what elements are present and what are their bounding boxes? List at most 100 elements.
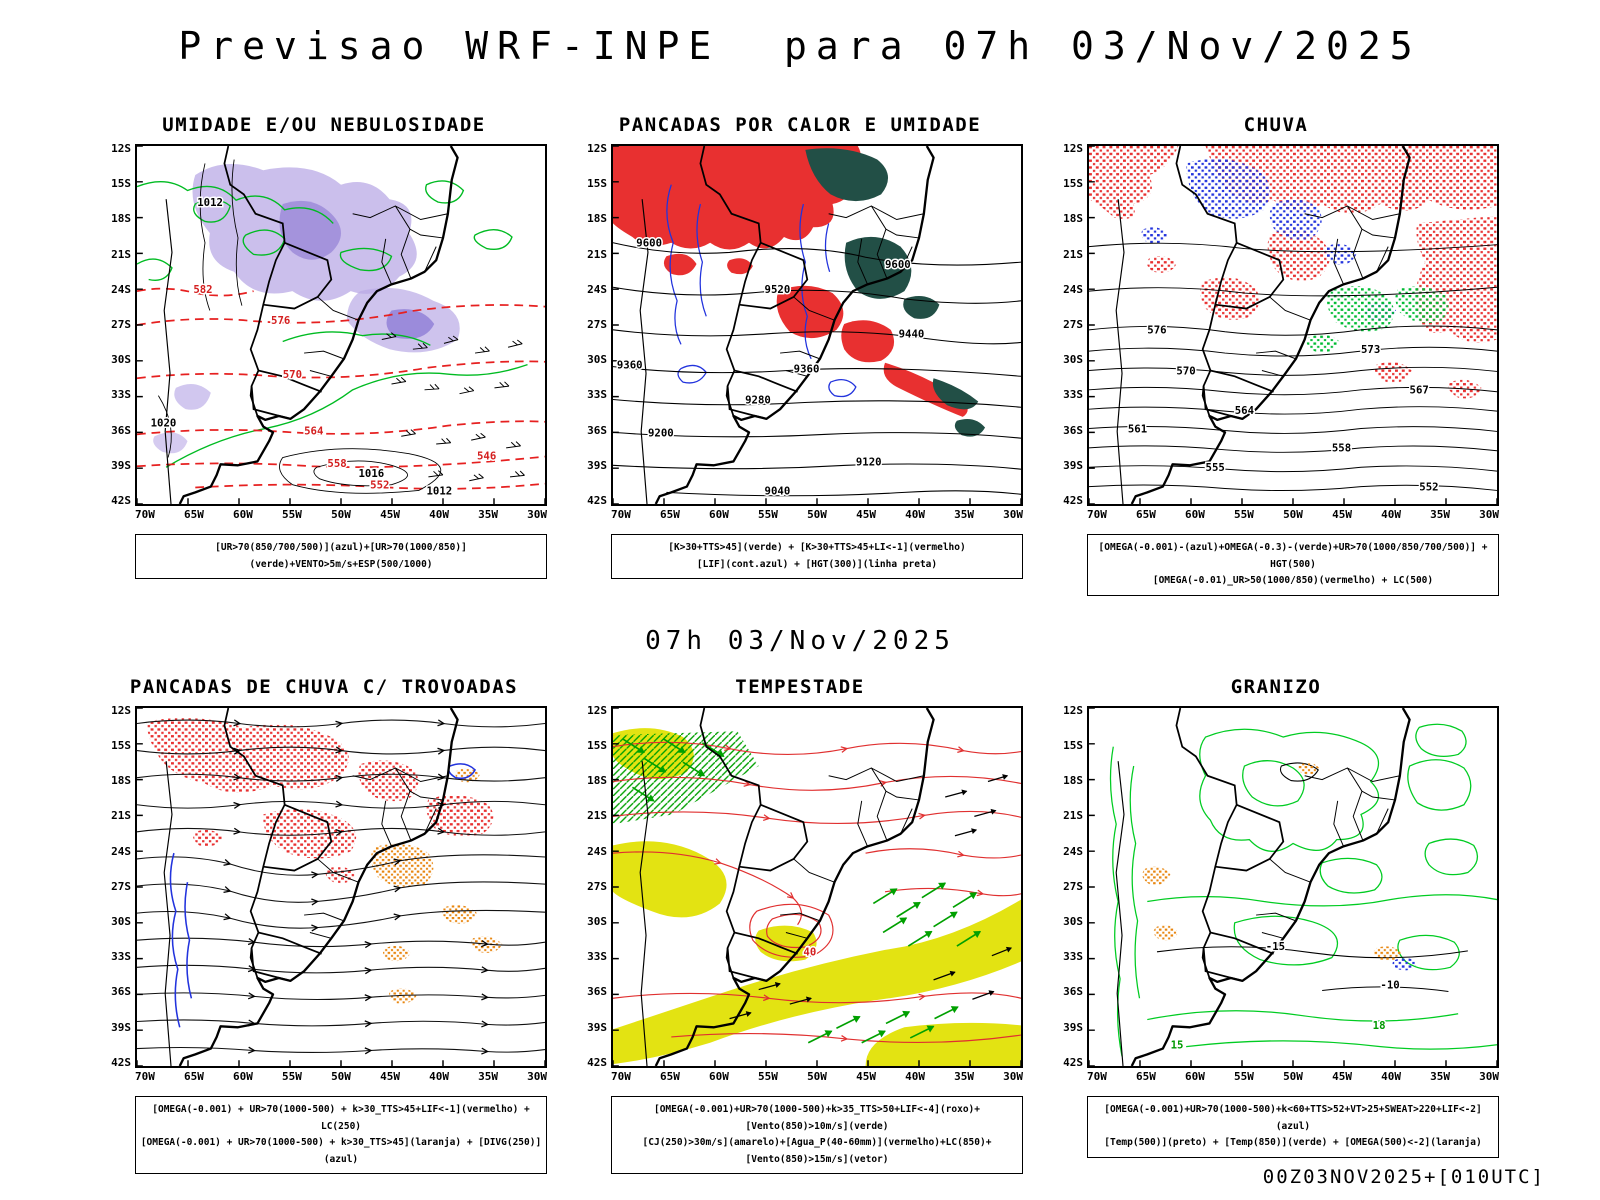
lat-tick-label: 15S xyxy=(587,739,607,753)
legend-line: [OMEGA(-0.001)-(azul)+OMEGA(-0.3)-(verde… xyxy=(1098,542,1488,570)
legend-box: [UR>70(850/700/500)](azul)+[UR>70(1000/8… xyxy=(135,534,547,580)
legend-line: [CJ(250)>30m/s](amarelo)+[Agua_P(40-60mm… xyxy=(642,1137,992,1165)
lat-tick-label: 39S xyxy=(1063,1020,1083,1034)
lon-tick-label: 55W xyxy=(1234,1069,1254,1083)
lat-tick-label: 18S xyxy=(1063,774,1083,788)
panel-pancadas-calor: PANCADAS POR CALOR E UMIDADE 12S 15S 18S 21… xyxy=(575,114,1025,596)
svg-text:1012: 1012 xyxy=(197,196,223,209)
legend-line: [Temp(500)](preto) + [Temp(850)](verde) … xyxy=(1104,1137,1482,1149)
wind-barbs xyxy=(380,331,526,482)
lat-tick-label: 30S xyxy=(1063,915,1083,928)
svg-text:582: 582 xyxy=(193,283,212,296)
lon-tick-label: 65W xyxy=(1136,508,1156,521)
lon-tick-label: 70W xyxy=(611,508,631,521)
svg-text:570: 570 xyxy=(283,368,302,381)
legend-line: [OMEGA(-0.001)+UR>70(1000-500)+k<60+TTS>… xyxy=(1104,1103,1482,1132)
lon-tick-label: 30W xyxy=(527,1069,547,1083)
humidity-shading-layer xyxy=(153,163,460,454)
lat-tick-label: 36S xyxy=(1063,985,1083,999)
lat-tick-label: 39S xyxy=(587,1020,607,1034)
lat-tick-label: 39S xyxy=(587,458,607,472)
omega-green-speckles xyxy=(1306,286,1449,353)
lon-tick-label: 65W xyxy=(184,1069,204,1083)
legend-box: [OMEGA(-0.001) + UR>70(1000-500) + k>30_… xyxy=(135,1095,547,1175)
panel-title: UMIDADE E/OU NEBULOSIDADE xyxy=(162,114,486,136)
lat-tick-label: 24S xyxy=(587,844,607,858)
lon-tick-label: 30W xyxy=(1003,508,1023,521)
svg-text:9360: 9360 xyxy=(617,359,643,372)
lon-tick-label: 60W xyxy=(233,1069,253,1083)
lon-tick-label: 45W xyxy=(1332,1069,1352,1083)
lon-tick-label: 45W xyxy=(380,508,400,521)
lat-tick-label: 21S xyxy=(111,247,131,261)
contour-labels: 9600 9520 9600 9440 9360 9360 9280 9200 … xyxy=(615,235,925,499)
lat-tick-label: 42S xyxy=(1063,1055,1083,1069)
panel-chuva: CHUVA 12S 15S 18S 21S 24S 27S 30S 33S 36S 39S 42S xyxy=(1051,114,1501,596)
panel-row-1: UMIDADE E/OU NEBULOSIDADE 12S 15S 18S 21S 24… xyxy=(0,114,1600,596)
lat-tick-label: 12S xyxy=(111,142,131,155)
svg-text:558: 558 xyxy=(1332,442,1351,455)
pressure-contours xyxy=(158,159,442,494)
lat-tick-label: 18S xyxy=(111,774,131,788)
svg-text:573: 573 xyxy=(1361,343,1380,356)
lat-tick-label: 39S xyxy=(111,1020,131,1034)
panel-trovoadas: PANCADAS DE CHUVA C/ TROVOADAS 12S 15S 18S… xyxy=(99,676,549,1175)
lon-tick-label: 65W xyxy=(660,508,680,521)
svg-text:576: 576 xyxy=(271,314,290,327)
lon-tick-label: 70W xyxy=(1087,508,1107,521)
contour-labels: -15 -10 18 15 xyxy=(1169,938,1401,1053)
lat-tick-label: 33S xyxy=(587,950,607,964)
lat-tick-label: 33S xyxy=(1063,388,1083,402)
map-frame: 40 xyxy=(611,705,1023,1068)
lat-tick-label: 42S xyxy=(1063,493,1083,507)
lon-tick-label: 55W xyxy=(282,1069,302,1083)
svg-text:555: 555 xyxy=(1206,461,1225,474)
legend-line: [K>30+TTS>45](verde) + [K>30+TTS>45+LI<-… xyxy=(668,542,966,553)
lat-tick-label: 15S xyxy=(587,177,607,191)
lat-tick-label: 30S xyxy=(111,915,131,928)
hgt500-contours xyxy=(1089,242,1497,492)
lat-tick-label: 36S xyxy=(1063,423,1083,437)
lat-tick-label: 12S xyxy=(587,142,607,155)
lon-axis: 70W 65W 60W 55W 50W 45W 40W 35W 30W xyxy=(611,508,1023,521)
wind850-strong-vectors xyxy=(729,774,1012,1020)
contour-labels: 576 573 570 567 564 561 558 555 552 xyxy=(1126,322,1440,495)
contour-labels: 582 576 570 564 558 552 546 1012 1016 10… xyxy=(149,195,498,499)
lon-axis: 70W 65W 60W 55W 50W 45W 40W 35W 30W xyxy=(1087,508,1499,521)
lat-tick-label: 18S xyxy=(1063,212,1083,226)
lat-tick-label: 18S xyxy=(587,212,607,226)
lat-tick-label: 33S xyxy=(587,388,607,402)
svg-text:570: 570 xyxy=(1176,364,1195,377)
lat-tick-label: 21S xyxy=(1063,247,1083,261)
lat-tick-label: 15S xyxy=(1063,739,1083,753)
svg-text:558: 558 xyxy=(327,457,346,470)
lat-tick-label: 12S xyxy=(111,703,131,717)
lat-tick-label: 12S xyxy=(1063,142,1083,155)
lat-tick-label: 21S xyxy=(587,809,607,823)
lat-tick-label: 42S xyxy=(587,1055,607,1069)
svg-text:576: 576 xyxy=(1147,324,1166,337)
svg-text:-15: -15 xyxy=(1266,940,1285,953)
map-granizo: -15 -10 18 15 xyxy=(1089,707,1497,1066)
omega-blue-speckles xyxy=(1141,158,1396,322)
cyclone-loops xyxy=(749,903,834,958)
lat-tick-label: 33S xyxy=(1063,950,1083,964)
lat-tick-label: 42S xyxy=(587,493,607,507)
lat-tick-label: 33S xyxy=(111,950,131,964)
panel-granizo: GRANIZO 12S 15S 18S 21S 24S 27S 30S 33S 36S 39S 42… xyxy=(1051,676,1501,1175)
lon-tick-label: 35W xyxy=(954,1069,974,1083)
run-timestamp: 00Z03NOV2025+[010UTC] xyxy=(1262,1166,1545,1188)
panel-title: PANCADAS DE CHUVA C/ TROVOADAS xyxy=(129,675,519,698)
lon-tick-label: 35W xyxy=(478,508,498,521)
lon-tick-label: 45W xyxy=(856,1069,876,1083)
lon-tick-label: 40W xyxy=(429,1069,449,1083)
lat-tick-label: 36S xyxy=(587,985,607,999)
page-title: Previsao WRF-INPE para 07h 03/Nov/2025 xyxy=(178,24,1422,68)
lon-tick-label: 50W xyxy=(1283,508,1303,521)
lat-tick-label: 33S xyxy=(111,388,131,402)
lon-tick-label: 55W xyxy=(758,1069,778,1083)
lon-tick-label: 50W xyxy=(807,508,827,521)
lon-tick-label: 60W xyxy=(709,1069,729,1083)
lat-tick-label: 27S xyxy=(1063,317,1083,331)
